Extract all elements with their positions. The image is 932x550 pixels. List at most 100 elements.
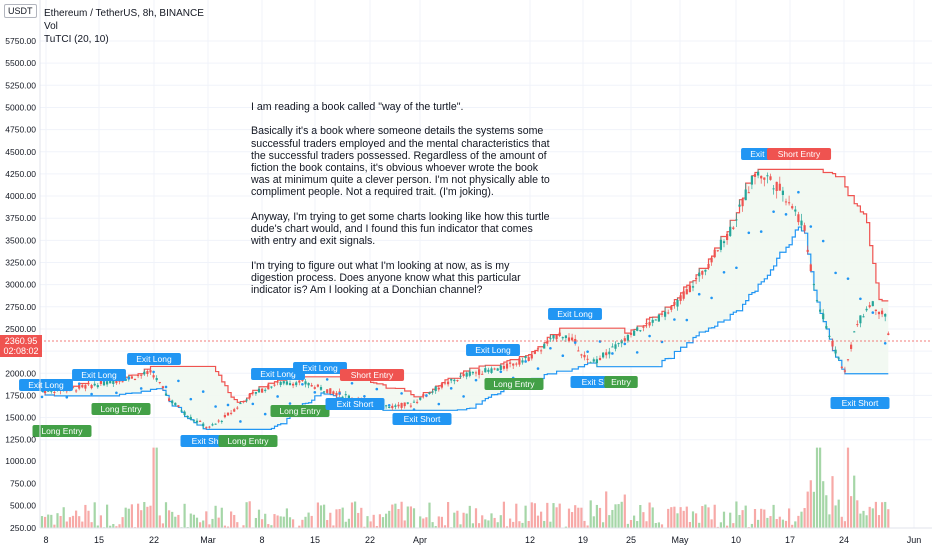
signal-label[interactable]: Exit Long bbox=[466, 344, 520, 356]
currency-badge[interactable]: USDT bbox=[4, 4, 37, 18]
candle-body bbox=[667, 312, 670, 314]
candle-body bbox=[440, 383, 443, 388]
candle-body bbox=[877, 311, 881, 315]
candle-body bbox=[586, 358, 589, 360]
stop-dot bbox=[809, 225, 813, 228]
volume-bar bbox=[168, 510, 171, 528]
volume-bar bbox=[118, 524, 121, 528]
candle-body bbox=[509, 362, 512, 364]
candle-body bbox=[592, 359, 595, 362]
candle-body bbox=[887, 333, 890, 335]
signal-label[interactable]: Entry bbox=[604, 376, 638, 388]
volume-bar bbox=[267, 524, 270, 528]
volume-bar bbox=[223, 525, 226, 528]
volume-bar bbox=[310, 515, 313, 528]
signal-label[interactable]: Long Entry bbox=[270, 405, 330, 417]
candle-body bbox=[577, 350, 580, 352]
stop-dot bbox=[747, 231, 751, 235]
candle-body bbox=[267, 384, 270, 390]
candle-body bbox=[815, 300, 819, 302]
price-tick-label: 5500.00 bbox=[5, 58, 36, 68]
signal-label[interactable]: Long Entry bbox=[32, 425, 92, 437]
stop-dot bbox=[189, 397, 193, 401]
stop-dot bbox=[697, 292, 701, 296]
candle-body bbox=[561, 337, 564, 339]
signal-label[interactable]: Exit Long bbox=[127, 353, 181, 365]
candle-body bbox=[602, 352, 605, 358]
symbol-title[interactable]: Ethereum / TetherUS, 8h, BINANCE bbox=[44, 8, 204, 19]
volume-bar bbox=[580, 507, 583, 528]
volume-bar bbox=[552, 503, 555, 528]
price-tick-label: 4250.00 bbox=[5, 169, 36, 179]
volume-bar bbox=[639, 505, 642, 528]
volume-bar bbox=[282, 516, 285, 528]
candle-body bbox=[629, 333, 633, 335]
signal-label[interactable]: Exit Short bbox=[392, 413, 452, 425]
candle-body bbox=[236, 407, 239, 409]
signal-label[interactable]: Long Entry bbox=[91, 403, 151, 415]
volume-bar bbox=[530, 502, 533, 528]
candle-body bbox=[822, 313, 825, 320]
candle-body bbox=[788, 202, 791, 204]
stop-dot bbox=[127, 377, 131, 380]
signal-label[interactable]: Exit Long bbox=[19, 379, 73, 391]
stop-dot bbox=[834, 271, 837, 275]
signal-label[interactable]: Long Entry bbox=[484, 378, 544, 390]
candle-body bbox=[732, 227, 735, 229]
candle-body bbox=[487, 369, 490, 372]
candle-body bbox=[493, 368, 496, 370]
stop-dot bbox=[871, 311, 875, 314]
candle-body bbox=[233, 409, 236, 412]
volume-bar bbox=[536, 515, 540, 528]
price-tick-label: 4750.00 bbox=[5, 125, 36, 135]
signal-label-text: Exit Long bbox=[136, 354, 172, 364]
volume-bar bbox=[474, 508, 478, 528]
volume-bar bbox=[877, 515, 881, 528]
signal-label-text: Exit Long bbox=[557, 309, 593, 319]
volume-bar bbox=[698, 522, 701, 528]
signal-label[interactable]: Exit Short bbox=[830, 397, 890, 409]
volume-bar bbox=[391, 504, 394, 528]
signal-label[interactable]: Exit Long bbox=[72, 369, 126, 381]
signal-label[interactable]: Exit Short bbox=[325, 398, 385, 410]
volume-bar bbox=[726, 525, 729, 528]
candle-body bbox=[729, 226, 732, 236]
candle-body bbox=[140, 374, 143, 376]
volume-bar bbox=[654, 523, 657, 528]
volume-bar bbox=[592, 516, 595, 528]
candle-body bbox=[301, 380, 304, 382]
volume-bars bbox=[40, 447, 890, 528]
volume-bar bbox=[617, 504, 620, 528]
candle-body bbox=[846, 359, 850, 361]
candle-body bbox=[698, 272, 701, 277]
stop-dot bbox=[573, 341, 577, 344]
signal-label[interactable]: Exit Long bbox=[548, 308, 602, 320]
signal-label[interactable]: Exit Long bbox=[251, 368, 305, 380]
candle-body bbox=[195, 420, 199, 423]
volume-bar bbox=[719, 522, 722, 528]
candle-body bbox=[282, 381, 285, 384]
signal-label[interactable]: Short Entry bbox=[339, 369, 405, 381]
volume-indicator-label[interactable]: Vol bbox=[44, 21, 58, 32]
candle-body bbox=[859, 315, 862, 324]
signal-label[interactable]: Long Entry bbox=[218, 435, 278, 447]
time-axis[interactable]: 8 15 22 Mar 8 15 22 Apr 12 19 25 May 10 17 24 Jun bbox=[40, 527, 932, 545]
volume-bar bbox=[868, 506, 871, 528]
price-axis[interactable]: 5750.00 5500.00 5250.00 5000.00 4750.00 4500.… bbox=[5, 0, 41, 533]
tutci-indicator-label[interactable]: TuTCI (20, 10) bbox=[44, 34, 109, 45]
volume-bar bbox=[394, 503, 397, 528]
candle-body bbox=[273, 384, 276, 386]
volume-bar bbox=[71, 515, 75, 528]
volume-bar bbox=[443, 525, 447, 528]
volume-bar bbox=[174, 516, 177, 528]
volume-bar bbox=[493, 517, 496, 528]
volume-bar bbox=[357, 512, 360, 528]
volume-bar bbox=[837, 499, 840, 528]
volume-bar bbox=[397, 509, 400, 528]
note-paragraph-1: I am reading a book called "way of the t… bbox=[251, 101, 464, 113]
candle-body bbox=[121, 381, 124, 383]
signal-label[interactable]: Short Entry bbox=[766, 148, 832, 160]
candle-body bbox=[465, 372, 468, 377]
signal-label[interactable]: Exit Long bbox=[293, 362, 347, 374]
